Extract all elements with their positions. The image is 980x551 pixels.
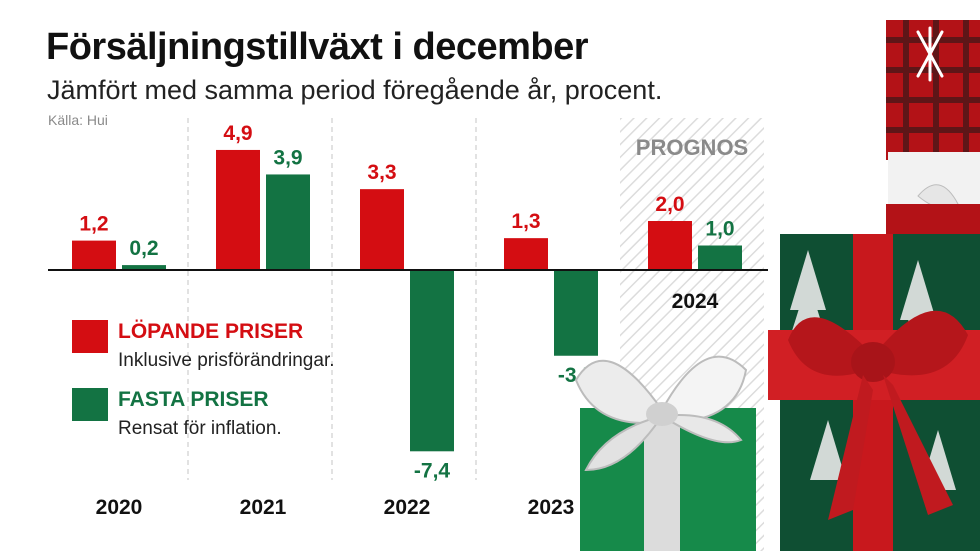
forecast-label: PROGNOS — [636, 135, 748, 160]
value-label-nominal-2022: 3,3 — [367, 161, 396, 184]
bar-nominal-2022 — [360, 189, 404, 270]
legend-description-real: Rensat för inflation. — [118, 418, 282, 439]
bar-real-2024 — [698, 245, 742, 270]
x-tick-label-2022: 2022 — [384, 496, 431, 519]
x-tick-label-2021: 2021 — [240, 496, 287, 519]
gift-top-right-illustration — [886, 20, 980, 240]
value-label-real-2022: -7,4 — [414, 459, 451, 482]
legend-label-nominal: LÖPANDE PRISER — [118, 320, 304, 343]
gift-right-illustration — [768, 234, 980, 551]
chart-title: Försäljningstillväxt i december — [46, 26, 589, 68]
bar-nominal-2021 — [216, 149, 260, 270]
legend-swatch-nominal — [72, 320, 108, 353]
value-label-nominal-2020: 1,2 — [79, 213, 108, 236]
value-label-nominal-2023: 1,3 — [511, 210, 540, 233]
value-label-nominal-2024: 2,0 — [655, 193, 684, 216]
chart-subtitle: Jämfört med samma period föregående år, … — [47, 75, 663, 105]
legend-description-nominal: Inklusive prisförändringar. — [118, 350, 335, 371]
bar-real-2021 — [266, 174, 310, 270]
bar-real-2020 — [122, 265, 166, 270]
value-label-nominal-2021: 4,9 — [223, 122, 252, 145]
source-note: Källa: Hui — [48, 112, 108, 128]
bar-real-2023 — [554, 270, 598, 356]
bar-real-2022 — [410, 270, 454, 452]
legend-swatch-real — [72, 388, 108, 421]
legend-label-real: FASTA PRISER — [118, 388, 269, 411]
x-tick-label-2024: 2024 — [672, 290, 719, 313]
value-label-real-2024: 1,0 — [705, 218, 734, 241]
x-tick-label-2023: 2023 — [528, 496, 575, 519]
bar-nominal-2020 — [72, 240, 116, 270]
bar-nominal-2024 — [648, 221, 692, 270]
bar-nominal-2023 — [504, 238, 548, 270]
gift-left-illustration — [574, 355, 756, 551]
x-tick-label-2020: 2020 — [96, 496, 143, 519]
value-label-real-2021: 3,9 — [273, 146, 302, 169]
value-label-real-2020: 0,2 — [129, 237, 158, 260]
